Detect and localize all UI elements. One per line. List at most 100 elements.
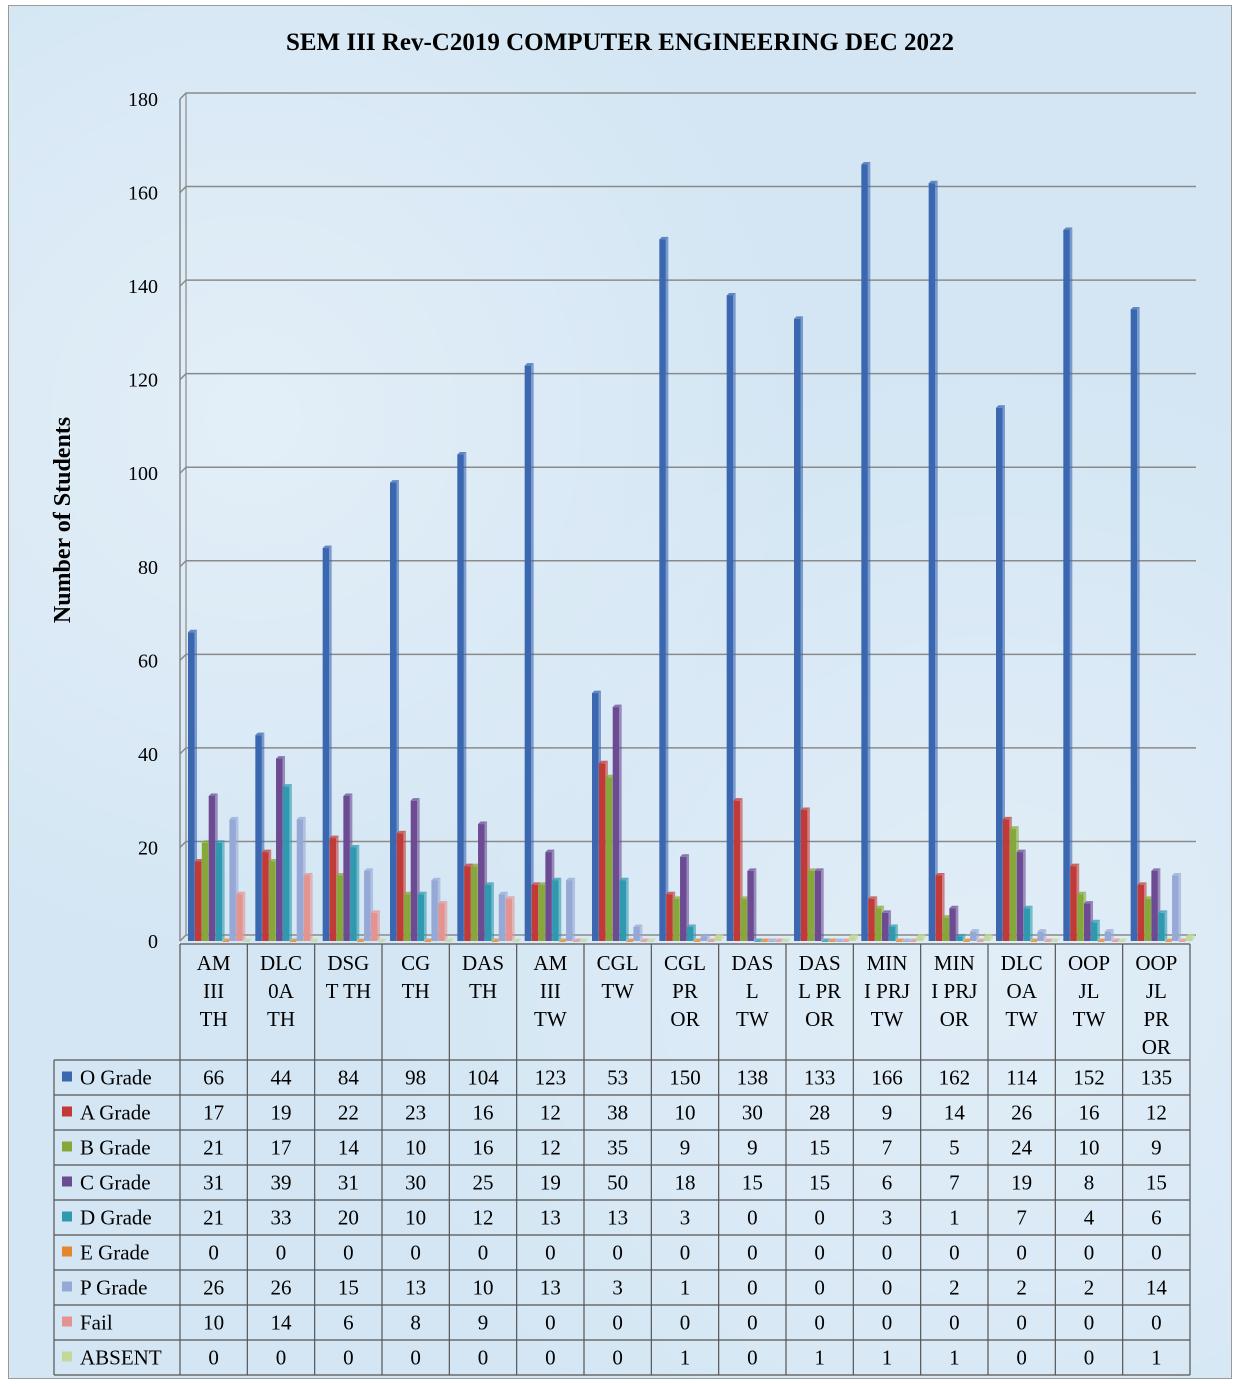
gridline	[179, 185, 1196, 194]
bar	[512, 938, 522, 942]
table-cell: 53	[607, 1066, 628, 1090]
table-cell: 16	[473, 1101, 494, 1125]
table-cell: 0	[814, 1241, 825, 1265]
table-cell: 0	[208, 1346, 219, 1370]
series-label: A Grade	[80, 1101, 151, 1125]
category-label: OOP JL TW	[1068, 951, 1110, 1031]
table-cell: 31	[203, 1171, 224, 1195]
legend-swatch	[62, 1141, 72, 1152]
table-cell: 9	[478, 1311, 489, 1335]
bar	[828, 938, 838, 942]
table-cell: 133	[804, 1066, 836, 1090]
bar	[457, 452, 467, 941]
table-cell: 114	[1006, 1066, 1037, 1090]
bar	[370, 910, 380, 941]
bar	[438, 901, 448, 941]
table-cell: 7	[882, 1136, 893, 1160]
table-cell: 0	[1084, 1241, 1095, 1265]
table-cell: 0	[478, 1346, 489, 1370]
table-cell: 0	[1151, 1311, 1162, 1335]
category-label: MIN I PRJ OR	[931, 951, 977, 1031]
bar	[1023, 905, 1033, 941]
bar	[916, 933, 926, 941]
bar	[949, 905, 959, 941]
table-cell: 31	[338, 1171, 359, 1195]
table-cell: 0	[410, 1241, 421, 1265]
table-cell: 20	[338, 1206, 359, 1230]
table-cell: 0	[276, 1241, 287, 1265]
table-cell: 5	[949, 1136, 960, 1160]
bar	[956, 933, 966, 941]
gridline	[179, 372, 1196, 381]
table-cell: 1	[949, 1346, 960, 1370]
axes: 0 20 40 60 80 100 120 140 160 180	[128, 89, 181, 953]
table-cell: 10	[405, 1136, 426, 1160]
bar	[983, 933, 993, 941]
table-cell: 0	[343, 1346, 354, 1370]
bar	[754, 938, 764, 942]
table-cell: 0	[747, 1241, 758, 1265]
table-cell: 104	[467, 1066, 499, 1090]
bar	[289, 938, 299, 942]
chart-frame	[8, 5, 1232, 1379]
table-cell: 0	[1084, 1346, 1095, 1370]
table-cell: 6	[1151, 1206, 1162, 1230]
legend-swatch	[62, 1281, 72, 1292]
bar	[445, 938, 455, 942]
table-cell: 21	[203, 1206, 224, 1230]
table-cell: 12	[540, 1136, 561, 1160]
series-label: B Grade	[80, 1136, 151, 1160]
bar	[1111, 938, 1121, 942]
legend-swatch	[62, 1316, 72, 1327]
table-cell: 9	[882, 1101, 893, 1125]
bar	[524, 363, 534, 942]
table-cell: 2	[1084, 1276, 1095, 1300]
table-cell: 0	[343, 1241, 354, 1265]
table-cell: 0	[680, 1241, 691, 1265]
bar	[215, 840, 225, 941]
table-cell: 0	[545, 1346, 556, 1370]
table-cell: 0	[882, 1276, 893, 1300]
table-cell: 0	[612, 1346, 623, 1370]
table-cell: 16	[1079, 1101, 1100, 1125]
gridline	[179, 466, 1196, 474]
series-label: Fail	[80, 1311, 113, 1335]
bar	[1165, 938, 1175, 942]
bar	[1097, 938, 1107, 942]
bar	[647, 938, 657, 942]
bar	[1051, 938, 1061, 942]
table-cell: 10	[203, 1311, 224, 1335]
table-cell: 98	[405, 1066, 426, 1090]
bar	[236, 891, 246, 941]
category-label: CG TH	[401, 951, 430, 1003]
table-cell: 162	[939, 1066, 971, 1090]
gridline	[179, 747, 1196, 755]
y-tick-label: 120	[128, 370, 158, 392]
bar	[552, 877, 562, 941]
table-cell: 166	[871, 1066, 903, 1090]
table-cell: 0	[814, 1311, 825, 1335]
bar	[619, 877, 629, 941]
bar	[1090, 919, 1100, 941]
table-cell: 21	[203, 1136, 224, 1160]
table-cell: 38	[607, 1101, 628, 1125]
category-label: AM III TW	[533, 951, 567, 1031]
gridlines	[179, 92, 1196, 942]
category-label: DAS L PR OR	[798, 951, 841, 1031]
y-tick-label: 20	[138, 837, 158, 859]
table-cell: 3	[680, 1206, 691, 1230]
bar	[659, 236, 669, 942]
legend-swatch	[62, 1351, 72, 1362]
series-label: ABSENT	[80, 1346, 162, 1370]
bar	[1178, 938, 1188, 942]
table-cell: 6	[882, 1171, 893, 1195]
bar	[491, 938, 501, 942]
table-cell: 17	[271, 1136, 292, 1160]
table-cell: 25	[473, 1171, 494, 1195]
table-cell: 0	[882, 1241, 893, 1265]
bars	[188, 161, 1195, 942]
table-cell: 0	[814, 1206, 825, 1230]
bar	[633, 924, 643, 941]
table-cell: 18	[675, 1171, 696, 1195]
gridline	[179, 560, 1196, 568]
